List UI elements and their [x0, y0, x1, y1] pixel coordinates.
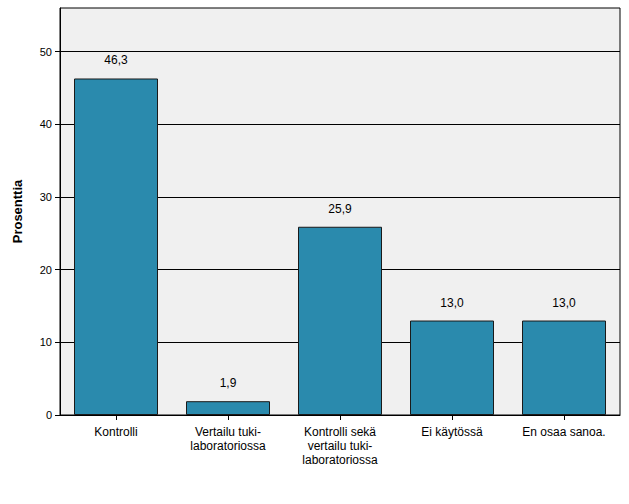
svg-text:Kontrolli: Kontrolli: [94, 425, 137, 439]
svg-text:20: 20: [40, 264, 52, 276]
svg-text:13,0: 13,0: [440, 296, 464, 310]
svg-text:30: 30: [40, 191, 52, 203]
svg-text:Kontrolli sekä: Kontrolli sekä: [304, 425, 376, 439]
svg-text:laboratoriossa: laboratoriossa: [190, 439, 266, 453]
svg-text:Ei käytössä: Ei käytössä: [421, 425, 483, 439]
svg-text:1,9: 1,9: [220, 376, 237, 390]
svg-text:Prosenttia: Prosenttia: [10, 179, 25, 243]
svg-text:10: 10: [40, 336, 52, 348]
svg-text:Vertailu tuki-: Vertailu tuki-: [195, 425, 261, 439]
svg-text:En osaa sanoa.: En osaa sanoa.: [522, 425, 605, 439]
svg-text:0: 0: [46, 409, 52, 421]
svg-text:46,3: 46,3: [104, 53, 128, 67]
svg-text:25,9: 25,9: [328, 202, 352, 216]
svg-text:vertailu tuki-: vertailu tuki-: [308, 439, 373, 453]
svg-text:40: 40: [40, 118, 52, 130]
svg-text:13,0: 13,0: [552, 296, 576, 310]
svg-text:laboratoriossa: laboratoriossa: [302, 453, 378, 467]
svg-text:50: 50: [40, 46, 52, 58]
